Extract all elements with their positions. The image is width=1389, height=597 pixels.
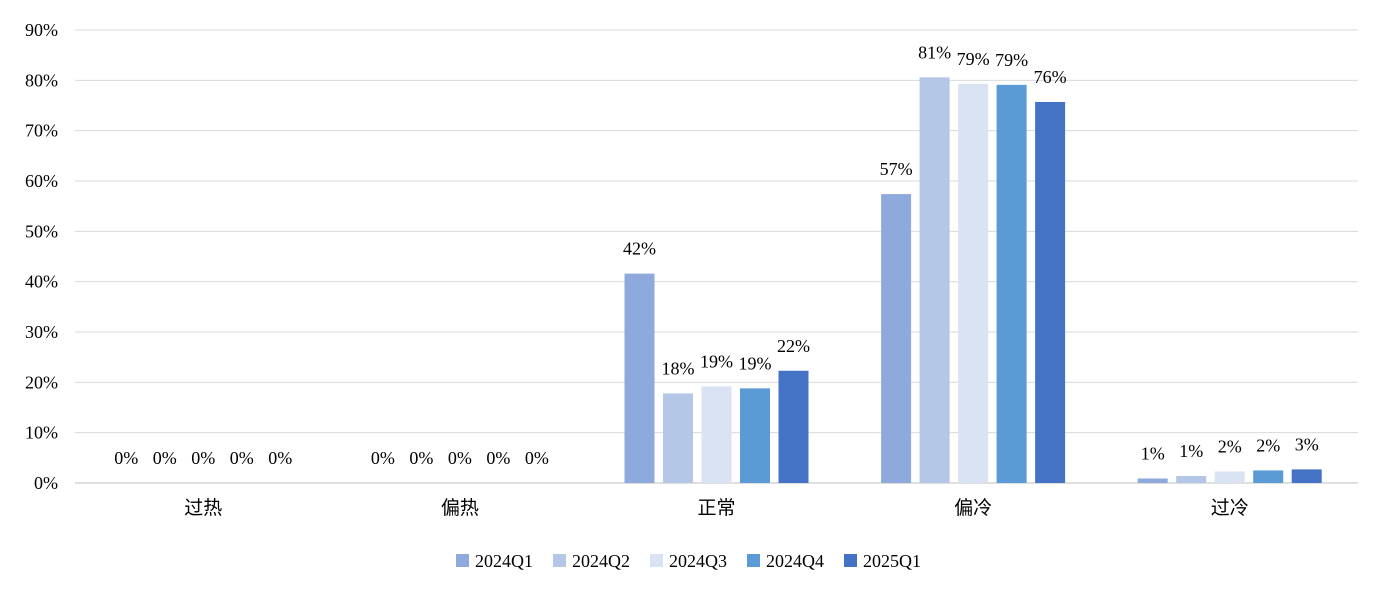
y-tick-label: 0% bbox=[34, 473, 58, 493]
data-label: 19% bbox=[739, 353, 772, 373]
legend-swatch bbox=[650, 554, 663, 567]
bar bbox=[1176, 475, 1207, 483]
x-tick-label: 偏热 bbox=[441, 497, 479, 519]
bar bbox=[1253, 470, 1284, 483]
y-tick-label: 40% bbox=[25, 272, 58, 292]
legend-swatch bbox=[844, 554, 857, 567]
data-label: 0% bbox=[153, 448, 177, 468]
data-labels: 0% 0% 0% 0% 0% 0% 0% 0% 0% 0%42%18% 19% 19%22%57%81… bbox=[114, 42, 1318, 468]
y-tick-label: 80% bbox=[25, 70, 58, 90]
bar bbox=[663, 393, 693, 483]
x-tick-label: 过冷 bbox=[1211, 497, 1249, 519]
data-label: 0% bbox=[230, 448, 254, 468]
data-label: 79% bbox=[995, 50, 1028, 70]
legend: 2024Q1 2024Q2 2024Q3 2024Q4 2025Q1 bbox=[456, 551, 921, 571]
y-tick-label: 50% bbox=[25, 221, 58, 241]
data-label: 18% bbox=[662, 358, 695, 378]
bar bbox=[740, 388, 770, 483]
bar bbox=[624, 273, 655, 483]
y-tick-label: 70% bbox=[25, 121, 58, 141]
y-tick-label: 20% bbox=[25, 372, 58, 392]
bar bbox=[881, 194, 912, 483]
y-axis-ticks: 0% 10% 20% 30% 40% 50% 60% 70% 80% 90% bbox=[25, 20, 58, 493]
legend-swatch bbox=[553, 554, 566, 567]
legend-label: 2024Q1 bbox=[475, 551, 533, 571]
data-label: 42% bbox=[623, 239, 656, 259]
data-label: 0% bbox=[371, 448, 395, 468]
data-label: 0% bbox=[525, 448, 549, 468]
legend-swatch bbox=[456, 554, 469, 567]
y-tick-label: 60% bbox=[25, 171, 58, 191]
bars bbox=[624, 77, 1322, 484]
data-label: 0% bbox=[448, 448, 472, 468]
data-label: 1% bbox=[1179, 441, 1203, 461]
gridlines bbox=[75, 29, 1358, 484]
data-label: 0% bbox=[114, 448, 138, 468]
y-tick-label: 30% bbox=[25, 322, 58, 342]
bar bbox=[1137, 478, 1168, 483]
data-label: 2% bbox=[1256, 435, 1280, 455]
data-label: 2% bbox=[1218, 436, 1242, 456]
data-label: 79% bbox=[957, 49, 990, 69]
data-label: 1% bbox=[1141, 443, 1165, 463]
y-tick-label: 90% bbox=[25, 20, 58, 40]
legend-label: 2024Q2 bbox=[572, 551, 630, 571]
bar bbox=[996, 84, 1027, 483]
data-label: 0% bbox=[409, 448, 433, 468]
data-label: 81% bbox=[918, 42, 951, 62]
data-label: 0% bbox=[268, 448, 292, 468]
legend-label: 2024Q3 bbox=[669, 551, 727, 571]
x-tick-label: 过热 bbox=[184, 497, 222, 519]
bar bbox=[1214, 471, 1245, 483]
x-axis-ticks: 过热 偏热 正常 偏冷 过冷 bbox=[184, 497, 1248, 519]
x-tick-label: 正常 bbox=[697, 497, 735, 519]
y-tick-label: 10% bbox=[25, 423, 58, 443]
legend-swatch bbox=[747, 554, 760, 567]
data-label: 57% bbox=[880, 159, 913, 179]
data-label: 3% bbox=[1295, 434, 1319, 454]
bar bbox=[701, 386, 732, 483]
data-label: 0% bbox=[486, 448, 510, 468]
data-label: 19% bbox=[700, 351, 733, 371]
x-tick-label: 偏冷 bbox=[954, 497, 992, 519]
data-label: 22% bbox=[777, 336, 810, 356]
data-label: 0% bbox=[191, 448, 215, 468]
bar bbox=[919, 77, 950, 484]
bar bbox=[1035, 101, 1066, 483]
legend-label: 2025Q1 bbox=[863, 551, 921, 571]
bar bbox=[958, 83, 989, 484]
data-label: 76% bbox=[1034, 67, 1067, 87]
bar bbox=[1291, 469, 1322, 483]
legend-label: 2024Q4 bbox=[766, 551, 824, 571]
bar bbox=[778, 370, 809, 483]
